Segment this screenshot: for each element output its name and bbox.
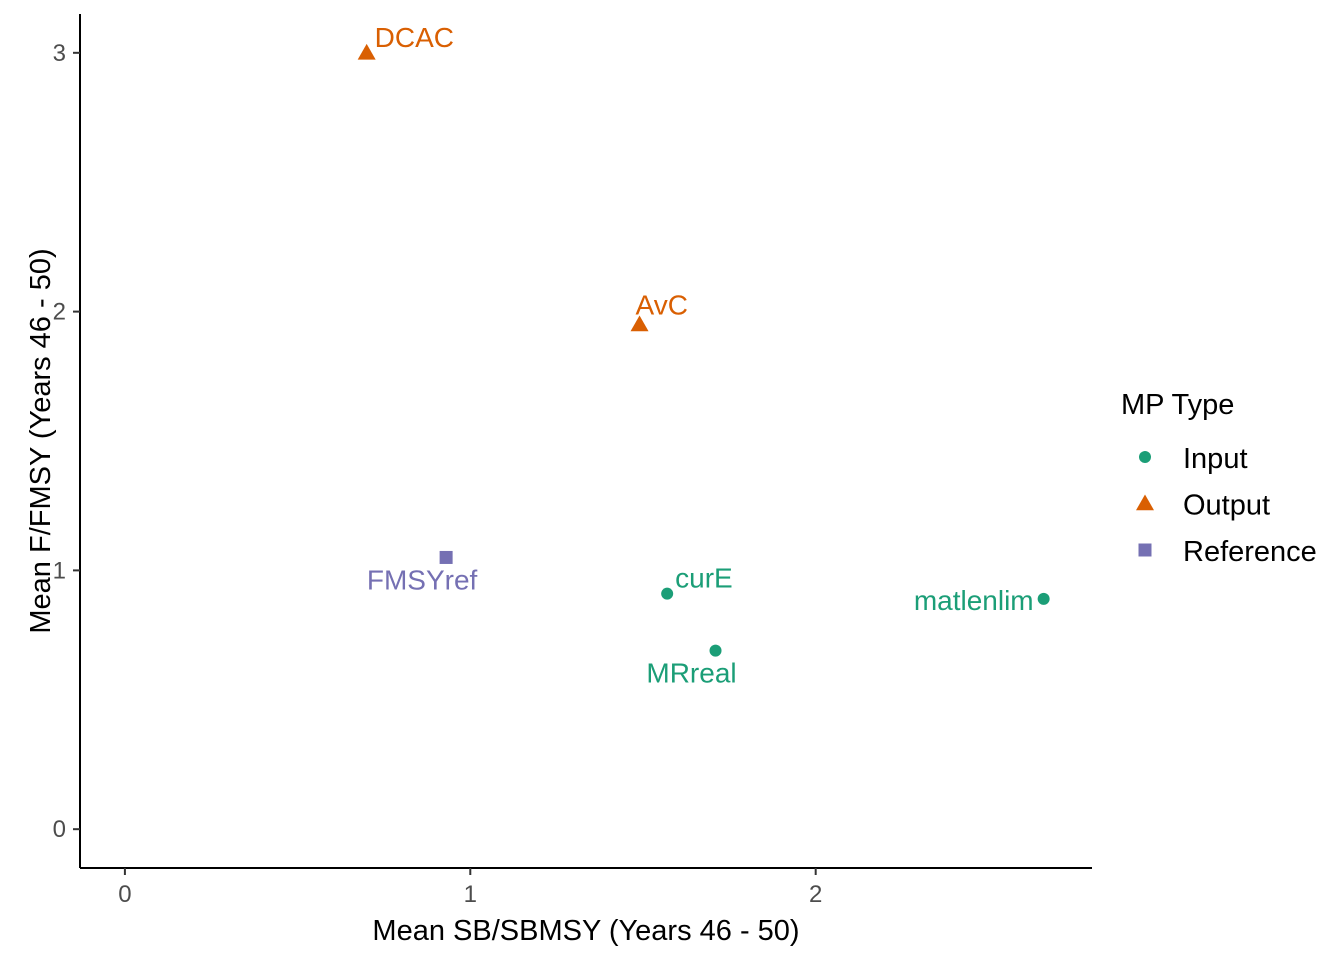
data-point — [661, 587, 674, 600]
point-label: MRreal — [646, 658, 736, 689]
legend-label: Input — [1183, 443, 1248, 475]
y-tick-label: 2 — [53, 299, 66, 326]
data-point — [1037, 592, 1050, 605]
data-point — [709, 644, 722, 657]
x-tick-label: 2 — [809, 881, 822, 908]
x-axis-title: Mean SB/SBMSY (Years 46 - 50) — [372, 915, 799, 947]
point-label: FMSYref — [367, 564, 478, 595]
legend-label: Output — [1183, 490, 1270, 522]
data-point — [357, 43, 376, 60]
legend: MP Type Input Output Reference — [1121, 389, 1317, 568]
legend-key — [1136, 494, 1154, 511]
point-label: curE — [675, 563, 733, 594]
legend-key — [1139, 451, 1151, 463]
x-tick-label: 0 — [118, 881, 131, 908]
x-tick-label: 1 — [464, 881, 477, 908]
y-axis-title: Mean F/FMSY (Years 46 - 50) — [25, 248, 57, 633]
point-label: DCAC — [375, 22, 454, 53]
y-tick-label: 1 — [53, 557, 66, 584]
data-point — [439, 550, 453, 564]
legend-label: Reference — [1183, 536, 1317, 568]
legend-key — [1138, 543, 1152, 557]
point-label: AvC — [636, 290, 688, 321]
data-point — [630, 315, 649, 332]
legend-title: MP Type — [1121, 389, 1234, 421]
y-tick-label: 0 — [53, 816, 66, 843]
point-label: matlenlim — [914, 585, 1034, 616]
y-tick-label: 3 — [53, 40, 66, 67]
